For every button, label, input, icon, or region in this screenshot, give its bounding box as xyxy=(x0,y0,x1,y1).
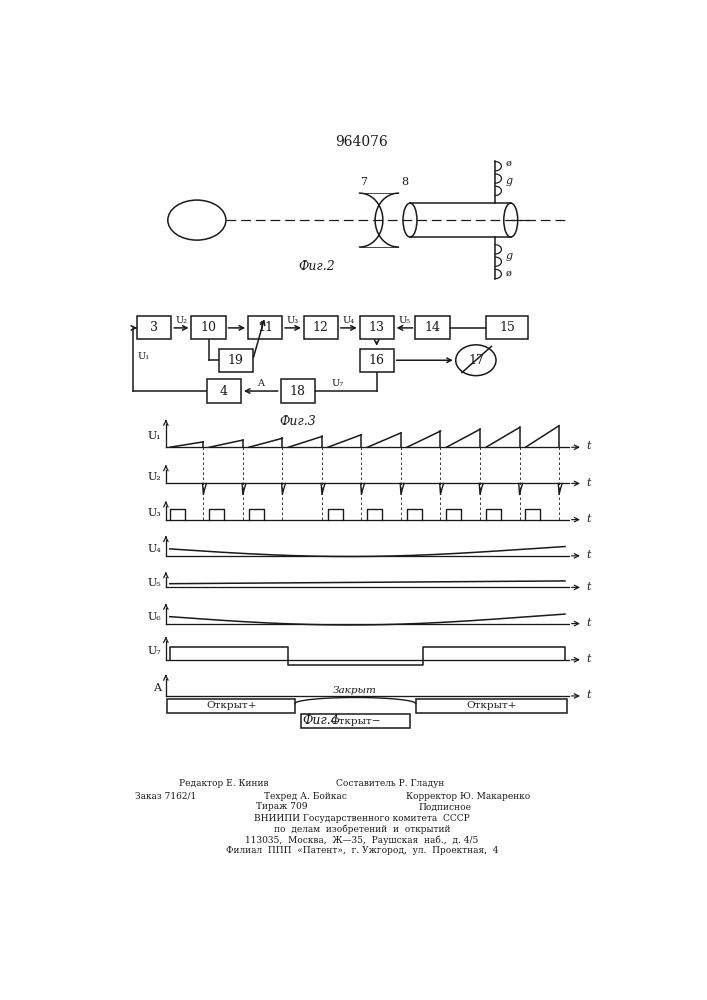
Bar xyxy=(248,316,282,339)
Text: 8: 8 xyxy=(401,177,408,187)
Text: t: t xyxy=(586,654,590,664)
Text: 19: 19 xyxy=(228,354,244,367)
Bar xyxy=(301,714,409,728)
Text: 15: 15 xyxy=(499,321,515,334)
Bar xyxy=(304,316,338,339)
Bar xyxy=(137,316,171,339)
Text: 17: 17 xyxy=(468,354,484,367)
Text: 964076: 964076 xyxy=(336,135,388,149)
Bar xyxy=(207,379,241,403)
Text: t: t xyxy=(586,690,590,700)
Text: 18: 18 xyxy=(290,385,305,398)
Bar xyxy=(486,316,528,339)
Bar xyxy=(168,699,295,713)
Text: 11: 11 xyxy=(257,321,273,334)
Text: Филиал  ППП  «Патент»,  г. Ужгород,  ул.  Проектная,  4: Филиал ППП «Патент», г. Ужгород, ул. Про… xyxy=(226,846,498,855)
Text: U₃: U₃ xyxy=(287,316,299,325)
Text: t: t xyxy=(586,582,590,592)
Text: Фиг.3: Фиг.3 xyxy=(279,415,316,428)
Text: U₅: U₅ xyxy=(148,578,161,588)
Text: 3: 3 xyxy=(151,321,158,334)
Text: U₃: U₃ xyxy=(148,508,161,518)
Text: U₁: U₁ xyxy=(148,431,161,441)
Text: U₄: U₄ xyxy=(148,544,161,554)
Text: Техред А. Бойкас: Техред А. Бойкас xyxy=(264,792,347,801)
Bar xyxy=(218,349,252,372)
Text: 16: 16 xyxy=(368,354,385,367)
Text: t: t xyxy=(586,478,590,488)
Text: U₁: U₁ xyxy=(138,352,150,361)
Text: Подписное: Подписное xyxy=(419,802,472,811)
Ellipse shape xyxy=(456,345,496,376)
Text: ø: ø xyxy=(506,269,512,278)
Text: A: A xyxy=(257,379,264,388)
Bar xyxy=(360,349,394,372)
Bar xyxy=(192,316,226,339)
Text: Корректор Ю. Макаренко: Корректор Ю. Макаренко xyxy=(406,792,530,801)
Text: Фиг.4: Фиг.4 xyxy=(303,714,339,727)
Text: t: t xyxy=(586,618,590,628)
Text: Открыт−: Открыт− xyxy=(330,717,380,726)
Text: Открыт+: Открыт+ xyxy=(467,701,517,710)
Text: t: t xyxy=(586,441,590,451)
Text: по  делам  изобретений  и  открытий: по делам изобретений и открытий xyxy=(274,824,450,834)
Text: 12: 12 xyxy=(313,321,329,334)
Text: U₇: U₇ xyxy=(148,646,161,656)
Bar xyxy=(416,699,567,713)
Bar xyxy=(416,316,450,339)
Text: Редактор Е. Кинив: Редактор Е. Кинив xyxy=(180,779,269,788)
Text: U₆: U₆ xyxy=(148,612,161,622)
Text: U₂: U₂ xyxy=(148,472,161,482)
Text: U₇: U₇ xyxy=(331,379,343,388)
Text: Фиг.2: Фиг.2 xyxy=(298,260,335,273)
Text: Составитель Р. Гладун: Составитель Р. Гладун xyxy=(337,779,445,788)
Text: U₂: U₂ xyxy=(175,316,187,325)
Text: g: g xyxy=(506,176,513,186)
Text: Тираж 709: Тираж 709 xyxy=(257,802,308,811)
Text: g: g xyxy=(506,251,513,261)
Text: ø: ø xyxy=(506,159,512,168)
Text: 4: 4 xyxy=(220,385,228,398)
Text: U₅: U₅ xyxy=(399,316,411,325)
Text: U₄: U₄ xyxy=(343,316,355,325)
Text: Закрыт: Закрыт xyxy=(333,686,378,695)
Text: 10: 10 xyxy=(201,321,216,334)
Text: ВНИИПИ Государственного комитета  СССР: ВНИИПИ Государственного комитета СССР xyxy=(254,814,470,823)
Text: 13: 13 xyxy=(368,321,385,334)
Text: Открыт+: Открыт+ xyxy=(206,701,257,710)
Text: t: t xyxy=(586,550,590,560)
Bar xyxy=(360,316,394,339)
Text: 7: 7 xyxy=(360,177,367,187)
Text: 113035,  Москва,  Ж—35,  Раушская  наб.,  д. 4/5: 113035, Москва, Ж—35, Раушская наб., д. … xyxy=(245,835,479,845)
Text: A: A xyxy=(153,683,161,693)
Text: Заказ 7162/1: Заказ 7162/1 xyxy=(135,792,197,801)
Text: 14: 14 xyxy=(424,321,440,334)
Text: t: t xyxy=(586,514,590,524)
Bar xyxy=(281,379,315,403)
